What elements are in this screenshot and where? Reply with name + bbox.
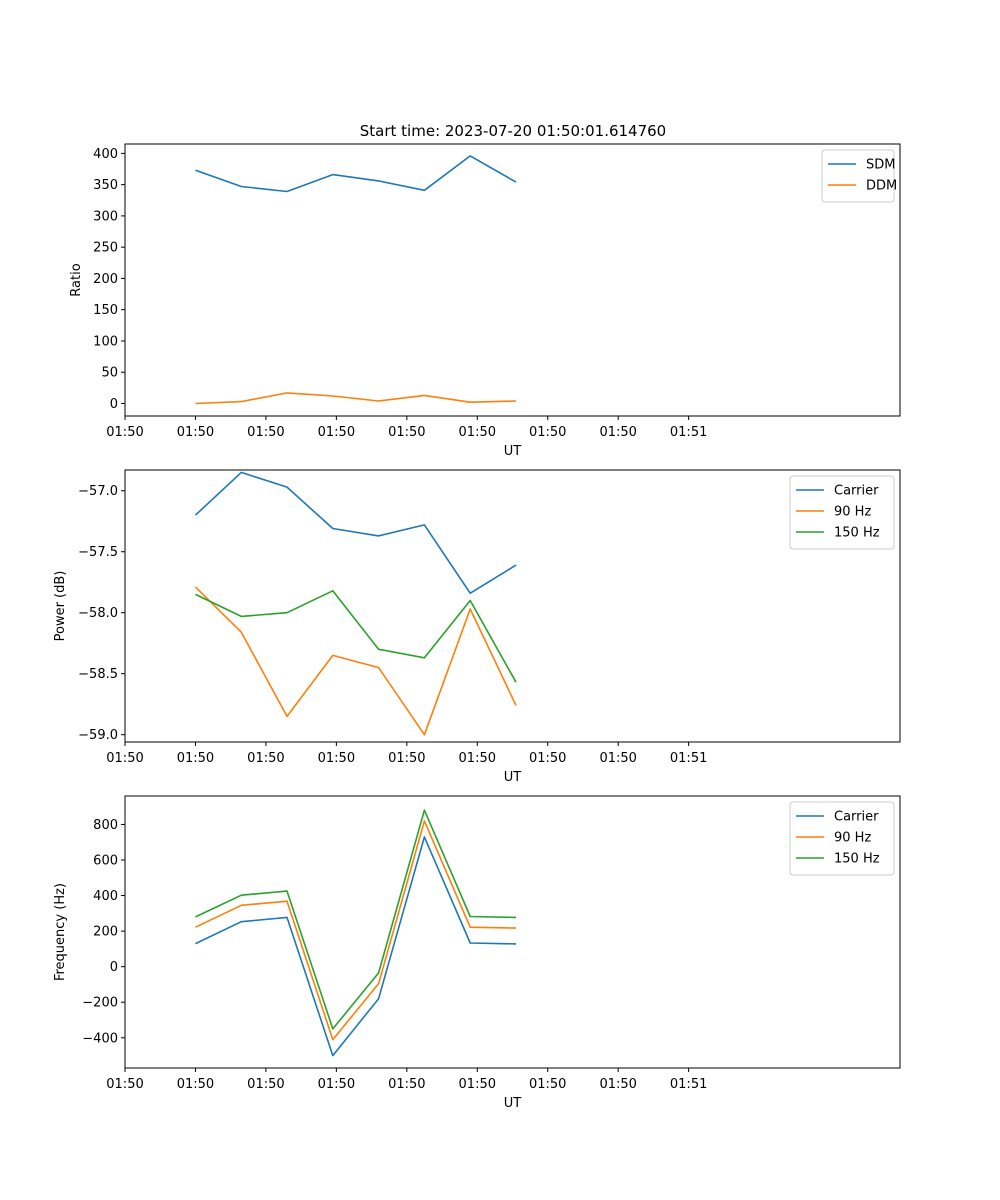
chart-title: Start time: 2023-07-20 01:50:01.614760 (360, 122, 666, 140)
series-line-carrier (195, 836, 517, 1057)
plot-frame (124, 469, 901, 743)
x-tick-label: 01:50 (106, 1077, 143, 1092)
y-tick-label: 250 (93, 241, 118, 256)
y-tick-label: 200 (93, 272, 118, 287)
x-tick-label: 01:50 (247, 1077, 284, 1092)
x-tick-label: 01:50 (106, 751, 143, 766)
y-tick-label: 400 (93, 889, 118, 904)
legend-box (821, 149, 895, 203)
x-tick-label: 01:50 (459, 425, 496, 440)
x-tick-label: 01:50 (177, 425, 214, 440)
x-tick-label: 01:50 (599, 1077, 636, 1092)
y-tick-label: 50 (101, 366, 118, 381)
legend-box (789, 801, 895, 876)
y-tick-label: −59.0 (78, 728, 118, 743)
series-line-carrier (194, 471, 517, 595)
y-tick-label: 300 (93, 209, 118, 224)
series-line-90-hz (195, 820, 517, 1041)
panel-2: 01:50 01:50 01:50 01:50 01:50 01:50 01:50 01:50… (53, 469, 901, 785)
x-tick-label: 01:50 (599, 425, 636, 440)
panel-1: 01:50 01:50 01:50 01:50 01:50 01:50 01:50 01:50… (69, 143, 901, 459)
x-tick-label: 01:50 (318, 751, 355, 766)
x-tick-label: 01:50 (177, 751, 214, 766)
y-axis-label: Frequency (Hz) (53, 883, 68, 981)
y-tick-label: −200 (82, 996, 118, 1011)
x-tick-label: 01:51 (670, 1077, 707, 1092)
legend-label-150-hz: 150 Hz (834, 526, 880, 541)
x-tick-label: 01:50 (247, 751, 284, 766)
x-tick-label: 01:50 (318, 1077, 355, 1092)
x-tick-label: 01:50 (459, 751, 496, 766)
legend-label-90-hz: 90 Hz (834, 831, 871, 846)
x-tick-label: 01:50 (106, 425, 143, 440)
x-axis-label: UT (504, 770, 522, 785)
y-tick-label: −57.5 (78, 545, 118, 560)
y-tick-label: −58.0 (78, 606, 118, 621)
x-tick-label: 01:51 (670, 425, 707, 440)
series-line-150-hz (195, 809, 517, 1030)
series-line-sdm (195, 155, 517, 193)
x-tick-label: 01:50 (388, 425, 425, 440)
y-tick-label: −57.0 (78, 484, 118, 499)
panel-3: 01:50 01:50 01:50 01:50 01:50 01:50 01:50 01:50… (53, 795, 901, 1111)
legend: Carrier 90 Hz 150 Hz (789, 801, 895, 876)
x-axis-label: UT (504, 444, 522, 459)
x-tick-label: 01:51 (670, 751, 707, 766)
y-tick-label: 200 (93, 925, 118, 940)
y-tick-label: 150 (93, 303, 118, 318)
legend-label-90-hz: 90 Hz (834, 505, 871, 520)
plot-frame (124, 795, 901, 1069)
y-tick-label: 0 (110, 397, 118, 412)
x-tick-label: 01:50 (177, 1077, 214, 1092)
y-tick-label: 800 (93, 818, 118, 833)
x-tick-label: 01:50 (529, 1077, 566, 1092)
x-tick-label: 01:50 (599, 751, 636, 766)
y-tick-label: −400 (82, 1031, 118, 1046)
x-tick-label: 01:50 (318, 425, 355, 440)
y-tick-label: 0 (110, 960, 118, 975)
x-axis-label: UT (504, 1096, 522, 1111)
x-tick-label: 01:50 (529, 751, 566, 766)
legend: Carrier 90 Hz 150 Hz (789, 475, 895, 550)
y-tick-label: 100 (93, 334, 118, 349)
y-axis-label: Ratio (69, 263, 84, 296)
legend: SDM DDM (821, 149, 897, 203)
x-tick-label: 01:50 (388, 751, 425, 766)
legend-label-150-hz: 150 Hz (834, 852, 880, 867)
series-line-90-hz (194, 586, 517, 736)
series-line-150-hz (195, 589, 517, 683)
y-tick-label: 600 (93, 854, 118, 869)
legend-box (789, 475, 895, 550)
x-tick-label: 01:50 (247, 425, 284, 440)
x-tick-label: 01:50 (529, 425, 566, 440)
x-tick-label: 01:50 (388, 1077, 425, 1092)
series-line-ddm (195, 392, 517, 405)
x-tick-label: 01:50 (459, 1077, 496, 1092)
legend-label-ddm: DDM (866, 179, 897, 194)
legend-label-sdm: SDM (866, 158, 895, 173)
y-tick-label: 350 (93, 178, 118, 193)
plot-frame (124, 143, 901, 417)
y-tick-label: 400 (93, 147, 118, 162)
y-axis-label: Power (dB) (53, 571, 68, 642)
legend-label-carrier: Carrier (834, 810, 879, 825)
legend-label-carrier: Carrier (834, 484, 879, 499)
y-tick-label: −58.5 (78, 667, 118, 682)
